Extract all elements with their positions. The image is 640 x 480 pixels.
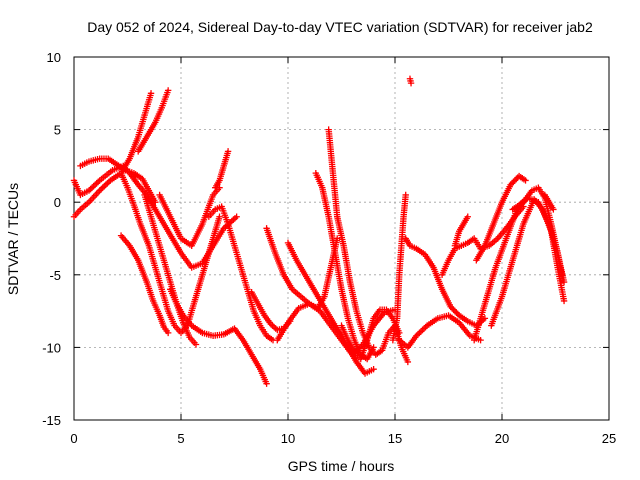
- data-point: [448, 304, 456, 312]
- data-point: [508, 180, 516, 187]
- data-point: [402, 191, 409, 199]
- series-track-18: [334, 213, 412, 366]
- y-tick-label: -10: [42, 340, 61, 355]
- series-track-7: [141, 191, 200, 348]
- data-point: [224, 148, 232, 155]
- data-point: [420, 325, 428, 332]
- data-point: [416, 329, 423, 337]
- plot-frame: [73, 56, 610, 421]
- series-track-4: [135, 87, 172, 155]
- series-track-24: [451, 213, 471, 249]
- data-point: [101, 183, 108, 190]
- x-axis-label: GPS time / hours: [288, 458, 395, 474]
- data-point: [453, 309, 460, 316]
- data-point: [550, 206, 557, 213]
- data-point: [522, 177, 529, 184]
- series-track-8: [167, 286, 270, 387]
- series-track-1: [70, 162, 240, 271]
- series-track-3: [77, 155, 159, 206]
- y-tick-label: 0: [54, 195, 61, 210]
- data-point: [216, 213, 223, 220]
- x-tick-label: 25: [602, 431, 616, 446]
- data-point: [451, 307, 459, 315]
- y-tick-label: 10: [47, 50, 61, 65]
- data-point: [104, 180, 111, 187]
- data-point: [396, 329, 403, 337]
- y-tick-label: -15: [42, 413, 61, 428]
- series-track-21: [402, 235, 489, 329]
- series-track-26: [473, 172, 529, 264]
- x-tick-label: 10: [281, 431, 295, 446]
- data-point: [263, 380, 270, 387]
- series-track-22: [396, 312, 484, 351]
- series-track-11: [212, 148, 232, 191]
- y-tick-label: -5: [49, 268, 61, 283]
- data-point: [558, 271, 566, 278]
- y-tick-label: 5: [54, 123, 61, 138]
- axis-ticks: 0 5 10 15 20 25 -15 -10 -5 0 5 10: [42, 50, 616, 446]
- series-track-16: [312, 169, 377, 363]
- data-point: [507, 181, 514, 188]
- data-point: [419, 326, 426, 334]
- data-point: [88, 184, 96, 191]
- y-axis-label: SDTVAR / TECUs: [5, 183, 21, 295]
- data-point: [407, 79, 415, 87]
- data-point: [91, 181, 99, 188]
- data-point: [513, 175, 520, 183]
- data-point: [477, 336, 484, 344]
- data-point: [404, 358, 412, 366]
- data-point: [447, 303, 454, 310]
- data-point: [164, 87, 172, 94]
- data-point: [102, 181, 109, 188]
- series-track-25: [406, 75, 415, 87]
- data-point: [370, 365, 377, 373]
- data-point: [94, 178, 102, 186]
- data-point: [233, 213, 240, 220]
- series-track-6: [117, 232, 172, 337]
- series-track-28: [488, 196, 568, 329]
- series-track-29: [509, 184, 566, 278]
- series-track-17: [325, 126, 341, 220]
- x-tick-label: 15: [388, 431, 402, 446]
- series-track-2: [70, 90, 155, 220]
- series-track-20: [389, 191, 409, 344]
- data-point: [510, 178, 517, 186]
- data-point: [98, 185, 105, 193]
- data-points: [70, 75, 568, 387]
- data-point: [560, 278, 568, 286]
- series-track-30: [541, 191, 557, 213]
- data-point: [192, 341, 200, 348]
- chart-title: Day 052 of 2024, Sidereal Day-to-day VTE…: [87, 19, 593, 35]
- data-point: [147, 90, 155, 97]
- data-point: [152, 199, 159, 206]
- x-tick-label: 5: [177, 431, 184, 446]
- data-point: [164, 329, 172, 337]
- data-point: [93, 180, 100, 187]
- data-point: [417, 328, 425, 335]
- data-point: [464, 213, 471, 220]
- x-tick-label: 20: [495, 431, 509, 446]
- data-point: [450, 306, 457, 313]
- data-point: [560, 297, 568, 305]
- x-tick-label: 0: [70, 431, 77, 446]
- data-point: [511, 177, 519, 184]
- data-point: [99, 184, 106, 191]
- series-track-10: [205, 203, 277, 344]
- series-track-9: [156, 184, 223, 249]
- data-point: [90, 183, 97, 190]
